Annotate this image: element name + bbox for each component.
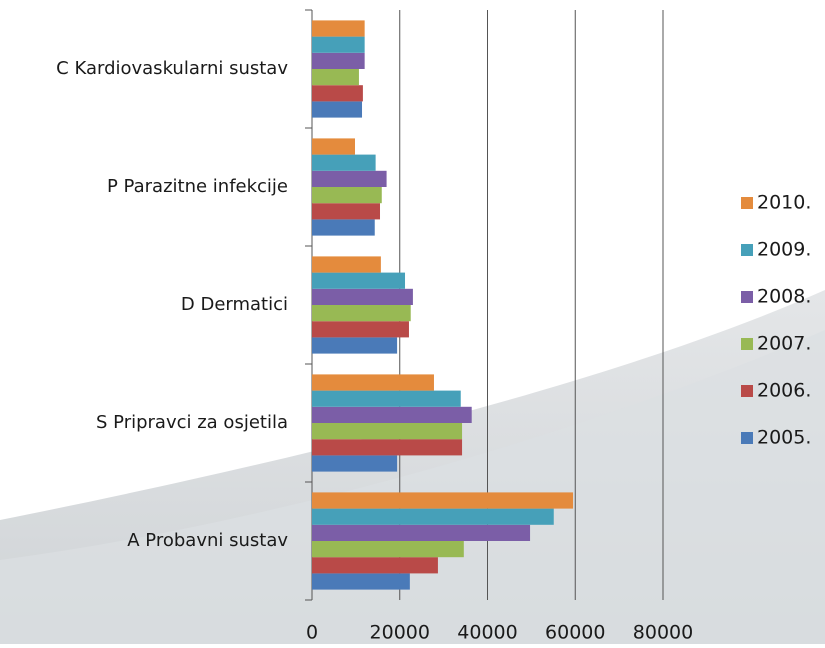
y-tick-label: C Kardiovaskularni sustav [56, 58, 288, 79]
y-tick-label: A Probavni sustav [127, 530, 288, 551]
x-tick-label: 20000 [370, 622, 430, 644]
bar [312, 508, 554, 525]
bar [312, 203, 381, 220]
bar [312, 219, 375, 236]
bar [312, 20, 365, 37]
legend-label: 2009. [757, 239, 811, 261]
y-tick-label: D Dermatici [181, 294, 288, 315]
bar [312, 85, 363, 102]
legend-label: 2008. [757, 286, 811, 308]
bar [312, 187, 382, 204]
bar [312, 154, 376, 171]
bar [312, 170, 387, 187]
x-tick-label: 40000 [457, 622, 517, 644]
legend-swatch [741, 385, 753, 397]
legend-swatch [741, 338, 753, 350]
bar [312, 272, 406, 289]
bar [312, 69, 359, 86]
legend-label: 2005. [757, 427, 811, 449]
bar [312, 524, 531, 541]
bar [312, 492, 574, 509]
bar [312, 557, 438, 574]
x-tick-label: 60000 [545, 622, 605, 644]
y-tick-label: S Pripravci za osjetila [96, 412, 288, 433]
bar [312, 36, 365, 53]
bar [312, 52, 365, 69]
bar [312, 321, 409, 338]
background-swoosh [0, 330, 825, 644]
bar [312, 455, 398, 472]
x-tick-label: 80000 [633, 622, 693, 644]
bar [312, 337, 398, 354]
bar [312, 390, 461, 407]
legend-swatch [741, 432, 753, 444]
x-tick-label: 0 [306, 622, 318, 644]
bar [312, 138, 355, 155]
y-tick-label: P Parazitne infekcije [107, 176, 288, 197]
bar [312, 423, 463, 440]
bar [312, 288, 413, 305]
legend-label: 2007. [757, 333, 811, 355]
legend-swatch [741, 244, 753, 256]
legend-label: 2010. [757, 192, 811, 214]
bar [312, 305, 411, 322]
bar [312, 406, 472, 423]
bar [312, 101, 363, 118]
bar [312, 439, 463, 456]
bar [312, 573, 410, 590]
bar [312, 374, 434, 391]
bar [312, 541, 464, 558]
legend-swatch [741, 197, 753, 209]
legend-label: 2006. [757, 380, 811, 402]
bar [312, 256, 381, 273]
legend-swatch [741, 291, 753, 303]
